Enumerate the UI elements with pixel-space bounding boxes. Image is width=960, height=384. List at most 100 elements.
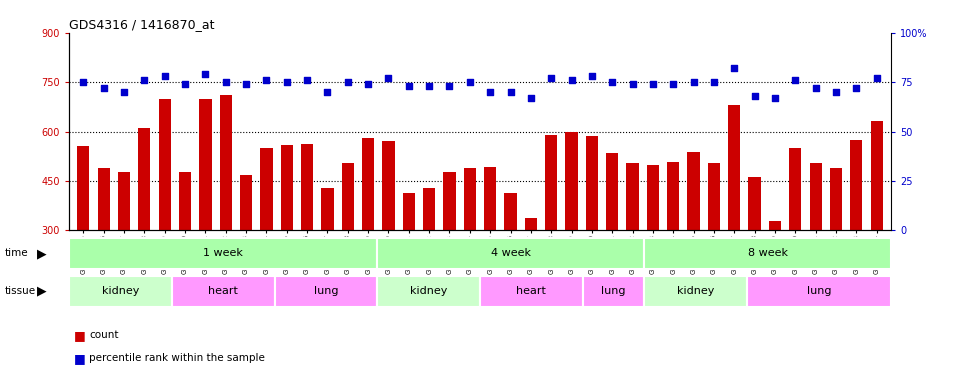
Text: 4 week: 4 week xyxy=(491,248,531,258)
Point xyxy=(279,79,295,85)
Point xyxy=(645,81,660,87)
Point xyxy=(808,85,824,91)
Bar xyxy=(586,136,598,329)
Bar xyxy=(464,169,476,329)
Point xyxy=(421,83,437,89)
Text: time: time xyxy=(5,248,29,258)
Point xyxy=(665,81,681,87)
Bar xyxy=(275,276,377,306)
Point xyxy=(360,81,375,87)
Bar xyxy=(362,138,374,329)
Point xyxy=(259,77,275,83)
Point xyxy=(849,85,864,91)
Text: kidney: kidney xyxy=(102,286,139,296)
Bar xyxy=(504,193,516,329)
Bar xyxy=(851,140,862,329)
Point xyxy=(727,65,742,71)
Bar xyxy=(583,276,644,306)
Bar xyxy=(480,276,583,306)
Bar xyxy=(708,163,720,329)
Bar xyxy=(382,141,395,329)
Text: percentile rank within the sample: percentile rank within the sample xyxy=(89,353,265,363)
Point xyxy=(767,95,782,101)
Bar xyxy=(322,187,333,329)
Point xyxy=(503,89,518,95)
Text: heart: heart xyxy=(516,286,546,296)
Bar xyxy=(402,193,415,329)
Point xyxy=(605,79,620,85)
Text: ▶: ▶ xyxy=(36,247,46,260)
Point xyxy=(300,77,315,83)
Point xyxy=(340,79,355,85)
Bar xyxy=(749,177,760,329)
Text: ■: ■ xyxy=(74,329,85,342)
Point xyxy=(828,89,844,95)
Bar xyxy=(98,168,109,329)
Point xyxy=(747,93,762,99)
Bar xyxy=(644,238,891,269)
Bar xyxy=(377,238,644,269)
Text: 8 week: 8 week xyxy=(748,248,787,258)
Bar xyxy=(118,172,131,329)
Bar xyxy=(809,163,822,329)
Point xyxy=(564,77,579,83)
Point xyxy=(96,85,111,91)
Bar xyxy=(667,162,680,329)
Bar xyxy=(627,162,638,329)
Point xyxy=(442,83,457,89)
Point xyxy=(543,75,559,81)
Bar xyxy=(687,152,700,329)
Point xyxy=(625,81,640,87)
Point xyxy=(685,79,701,85)
Bar xyxy=(647,165,659,329)
Point xyxy=(320,89,335,95)
Point xyxy=(381,75,396,81)
Text: lung: lung xyxy=(601,286,626,296)
Bar xyxy=(69,238,377,269)
Bar xyxy=(77,146,89,329)
Point xyxy=(462,79,477,85)
Point xyxy=(523,95,539,101)
Bar xyxy=(829,169,842,329)
Text: 1 week: 1 week xyxy=(204,248,243,258)
Bar xyxy=(200,99,211,329)
Bar xyxy=(444,172,456,329)
Bar xyxy=(280,146,293,329)
Bar xyxy=(301,144,313,329)
Text: heart: heart xyxy=(208,286,238,296)
Text: kidney: kidney xyxy=(410,286,447,296)
Point xyxy=(869,75,884,81)
Point xyxy=(401,83,417,89)
Bar xyxy=(565,131,578,329)
Bar xyxy=(525,218,537,329)
Text: count: count xyxy=(89,330,119,340)
Text: tissue: tissue xyxy=(5,286,36,296)
Bar xyxy=(260,148,273,329)
Bar xyxy=(158,99,171,329)
Bar xyxy=(545,135,558,329)
Bar xyxy=(747,276,891,306)
Point xyxy=(76,79,91,85)
Bar xyxy=(728,105,740,329)
Point xyxy=(178,81,193,87)
Point xyxy=(585,73,600,79)
Text: lung: lung xyxy=(314,286,338,296)
Point xyxy=(116,89,132,95)
Bar xyxy=(789,148,802,329)
Point xyxy=(136,77,152,83)
Bar xyxy=(69,276,172,306)
Point xyxy=(218,79,233,85)
Bar xyxy=(606,153,618,329)
Point xyxy=(707,79,722,85)
Point xyxy=(157,73,173,79)
Point xyxy=(483,89,498,95)
Point xyxy=(787,77,803,83)
Bar xyxy=(644,276,747,306)
Bar xyxy=(871,121,883,329)
Point xyxy=(198,71,213,77)
Bar xyxy=(172,276,275,306)
Text: ▶: ▶ xyxy=(36,285,46,298)
Bar xyxy=(484,167,496,329)
Bar xyxy=(377,276,480,306)
Text: ■: ■ xyxy=(74,352,85,365)
